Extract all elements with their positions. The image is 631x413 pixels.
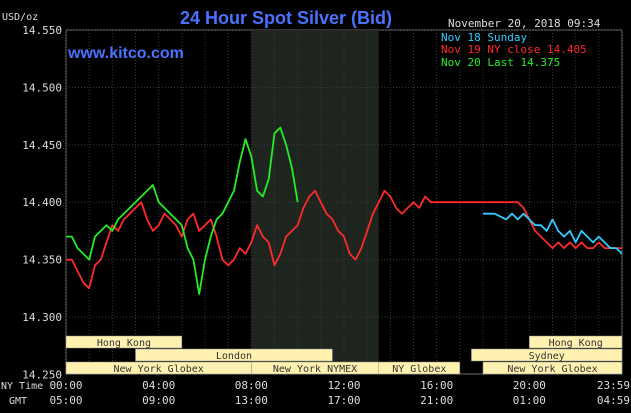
x-tick-label-gmt: 05:00 (49, 394, 82, 407)
session-label: London (216, 351, 252, 362)
session-box (471, 348, 623, 362)
session-box (135, 348, 333, 362)
legend-item-nov19: Nov 19 NY close 14.405 (441, 43, 587, 56)
session-box (378, 361, 461, 375)
x-tick-label-gmt: 09:00 (142, 394, 175, 407)
session-label: Hong Kong (549, 338, 603, 349)
x-tick-label-ny: 20:00 (513, 379, 546, 392)
y-tick-label: 14.500 (22, 81, 62, 94)
session-band: Hong Kong (65, 335, 183, 349)
session-band: London (135, 348, 333, 362)
chart-title: 24 Hour Spot Silver (Bid) (180, 8, 392, 28)
x-tick-label-gmt: 17:00 (327, 394, 360, 407)
session-label: New York Globex (114, 364, 204, 375)
y-tick-label: 14.450 (22, 139, 62, 152)
session-band: Hong Kong (529, 335, 623, 349)
legend-item-nov20: Nov 20 Last 14.375 (441, 56, 560, 69)
session-band: Sydney (471, 348, 623, 362)
x-tick-label-ny: 00:00 (49, 379, 82, 392)
legend: Nov 18 Sunday Nov 19 NY close 14.405 Nov… (441, 31, 587, 69)
series-line-0 (66, 189, 622, 290)
y-tick-label: 14.300 (22, 311, 62, 324)
x-axis: 00:00 05:00 04:00 09:00 08:00 13:00 12:00 17:00… (49, 379, 630, 407)
ny-time-label: NY Time (1, 381, 43, 392)
y-tick-label: 14.250 (22, 368, 62, 381)
x-tick-label-ny: 12:00 (327, 379, 360, 392)
x-tick-label-ny: 16:00 (420, 379, 453, 392)
x-tick-label-gmt: 04:59 (597, 394, 630, 407)
y-tick-label: 14.550 (22, 24, 62, 37)
y-unit-label: USD/oz (2, 12, 38, 23)
series-line-1 (483, 212, 623, 255)
x-tick-label-ny: 04:00 (142, 379, 175, 392)
session-label: New York Globex (507, 364, 597, 375)
watermark-url: www.kitco.com (67, 45, 184, 62)
x-tick-label-gmt: 13:00 (235, 394, 268, 407)
series-lines (66, 126, 623, 295)
session-label: Sydney (529, 351, 565, 362)
session-box (482, 361, 623, 375)
session-label: Hong Kong (97, 338, 151, 349)
x-tick-label-gmt: 21:00 (420, 394, 453, 407)
session-bands: Hong Kong Hong Kong London Sydney New York G… (65, 335, 623, 375)
legend-item-nov18: Nov 18 Sunday (441, 31, 527, 44)
y-tick-label: 14.400 (22, 196, 62, 209)
series-line-2 (66, 126, 299, 295)
date-time: November 20, 2018 09:34 (448, 17, 601, 30)
y-axis: 14.550 14.500 14.450 14.400 14.350 14.300 14.2… (22, 24, 62, 381)
x-tick-label-ny: 23:59 (597, 379, 630, 392)
session-box (65, 335, 183, 349)
session-label: NY Globex (392, 364, 446, 375)
session-band: New York NYMEX (251, 361, 379, 375)
x-tick-label-gmt: 01:00 (513, 394, 546, 407)
session-band: New York Globex (482, 361, 623, 375)
y-tick-label: 14.350 (22, 254, 62, 267)
session-box (529, 335, 623, 349)
session-band: New York Globex (65, 361, 252, 375)
gmt-label: GMT (9, 396, 27, 407)
session-band: NY Globex (378, 361, 461, 375)
session-label: New York NYMEX (273, 364, 357, 375)
x-tick-label-ny: 08:00 (235, 379, 268, 392)
